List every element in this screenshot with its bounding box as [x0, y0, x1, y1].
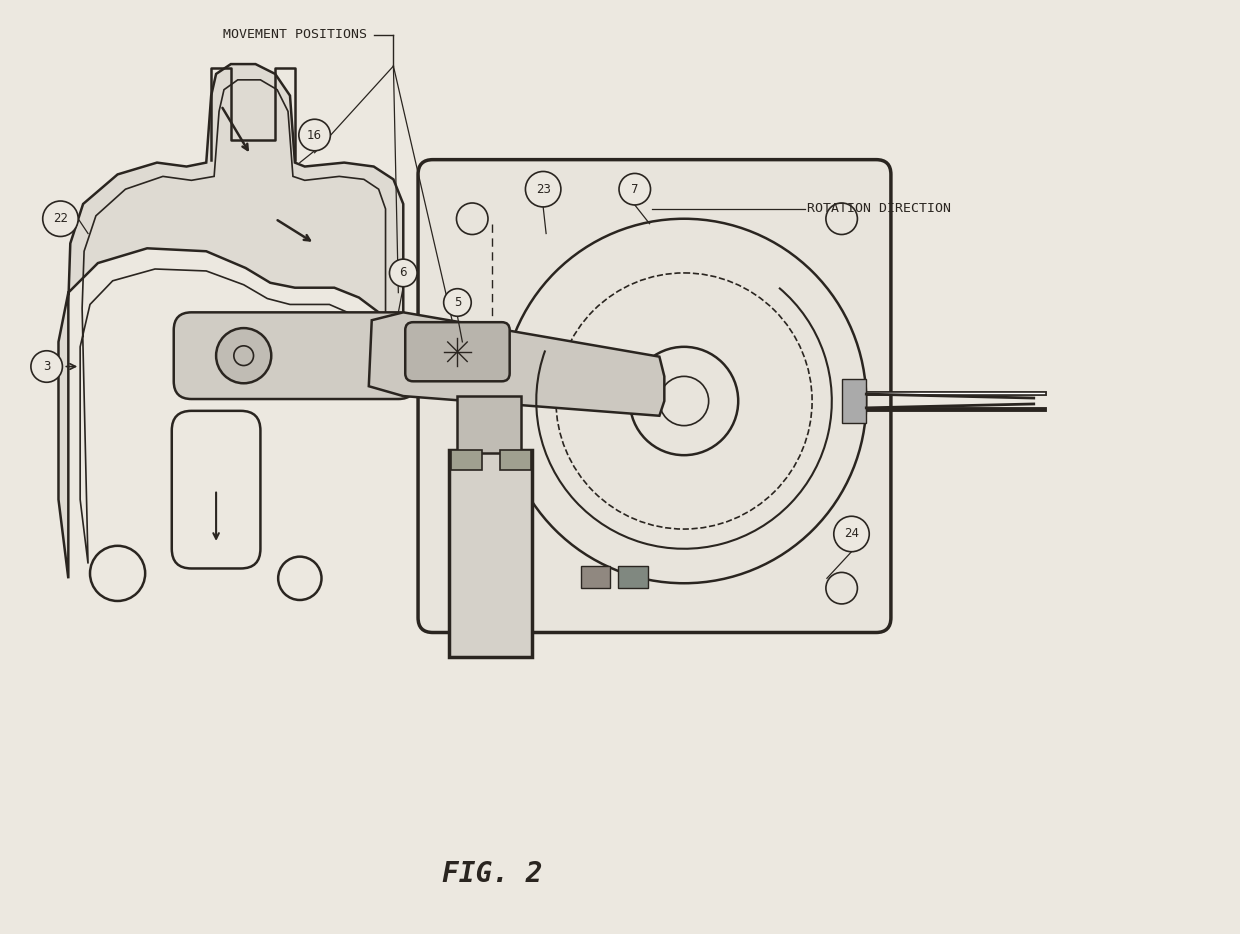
Polygon shape — [368, 312, 665, 416]
Text: FIG. 2: FIG. 2 — [441, 860, 542, 888]
Circle shape — [526, 172, 560, 207]
Polygon shape — [58, 64, 403, 578]
FancyBboxPatch shape — [418, 160, 890, 632]
Text: 16: 16 — [308, 129, 322, 142]
Text: MOVEMENT POSITIONS: MOVEMENT POSITIONS — [223, 28, 367, 41]
Circle shape — [31, 351, 62, 382]
FancyBboxPatch shape — [405, 322, 510, 381]
Bar — [842, 379, 867, 423]
Bar — [618, 567, 647, 588]
Circle shape — [389, 259, 417, 287]
Text: 3: 3 — [43, 360, 51, 373]
Text: 24: 24 — [844, 528, 859, 541]
Bar — [458, 396, 522, 453]
Text: 22: 22 — [53, 212, 68, 225]
Circle shape — [833, 517, 869, 552]
Bar — [449, 450, 532, 658]
Text: 7: 7 — [631, 183, 639, 196]
Text: 23: 23 — [536, 183, 551, 196]
Text: 5: 5 — [454, 296, 461, 309]
Circle shape — [619, 174, 651, 205]
Circle shape — [216, 328, 272, 383]
Bar — [500, 450, 531, 470]
Bar — [580, 567, 610, 588]
Text: ROTATION DIRECTION: ROTATION DIRECTION — [807, 203, 951, 216]
Text: 6: 6 — [399, 266, 407, 279]
Circle shape — [42, 201, 78, 236]
Bar — [450, 450, 482, 470]
Circle shape — [444, 289, 471, 317]
Circle shape — [299, 120, 330, 150]
FancyBboxPatch shape — [174, 312, 417, 399]
